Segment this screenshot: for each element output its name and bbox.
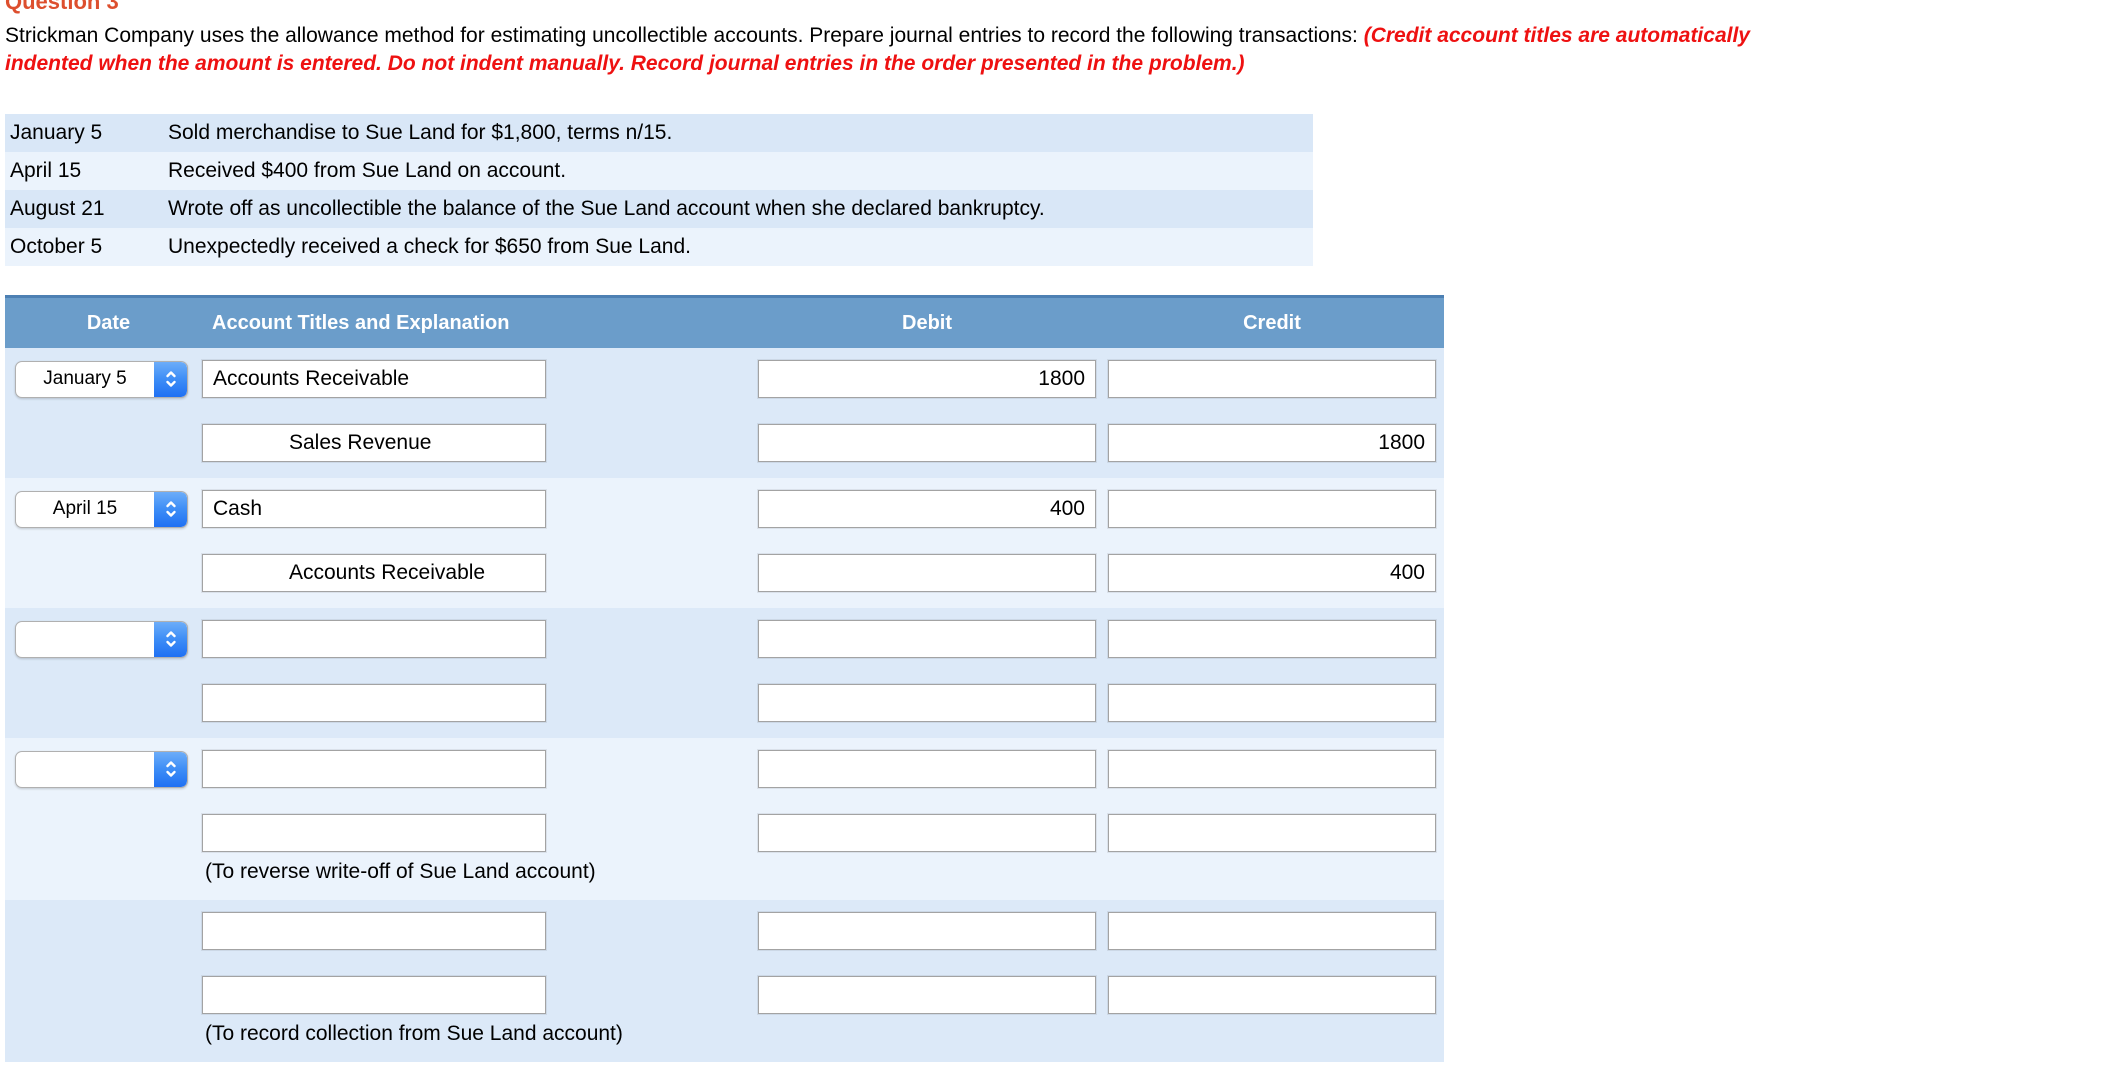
account-input[interactable]: [202, 976, 546, 1014]
header-date: Date: [86, 311, 131, 334]
debit-input[interactable]: [758, 424, 1096, 462]
account-input[interactable]: [202, 750, 546, 788]
debit-input[interactable]: [758, 976, 1096, 1014]
journal-entry: (To record collection from Sue Land acco…: [5, 900, 1444, 1062]
journal-line: April 15: [5, 490, 1444, 528]
transaction-row: August 21 Wrote off as uncollectible the…: [5, 190, 1313, 228]
select-stepper-icon: [154, 751, 187, 787]
account-input[interactable]: [202, 912, 546, 950]
transaction-row: April 15 Received $400 from Sue Land on …: [5, 152, 1313, 190]
journal-entry: January 5: [5, 348, 1444, 478]
account-input[interactable]: [202, 554, 546, 592]
problem-instruction: (Credit account titles are automatically…: [5, 24, 1750, 75]
account-input[interactable]: [202, 360, 546, 398]
journal-line: [5, 424, 1444, 462]
transaction-description: Unexpectedly received a check for $650 f…: [168, 235, 691, 258]
journal-line: [5, 684, 1444, 722]
journal-header-row: Date Account Titles and Explanation Debi…: [5, 295, 1444, 348]
debit-input[interactable]: [758, 750, 1096, 788]
credit-input[interactable]: [1108, 976, 1436, 1014]
chevron-up-down-icon: [165, 761, 176, 777]
journal-line: [5, 750, 1444, 788]
header-account: Account Titles and Explanation: [212, 311, 510, 334]
header-debit: Debit: [902, 311, 952, 334]
journal-table: Date Account Titles and Explanation Debi…: [5, 295, 1444, 1062]
debit-input[interactable]: [758, 684, 1096, 722]
debit-input[interactable]: [758, 554, 1096, 592]
credit-input[interactable]: [1108, 814, 1436, 852]
debit-input[interactable]: [758, 490, 1096, 528]
account-input[interactable]: [202, 814, 546, 852]
select-stepper-icon: [154, 621, 187, 657]
transaction-list: January 5 Sold merchandise to Sue Land f…: [5, 114, 1313, 266]
date-select-value: April 15: [52, 498, 118, 519]
journal-line: [5, 554, 1444, 592]
journal-line: [5, 620, 1444, 658]
entry-explanation: (To reverse write-off of Sue Land accoun…: [205, 860, 596, 883]
chevron-up-down-icon: [165, 501, 176, 517]
journal-line: [5, 814, 1444, 852]
date-select-value: [16, 622, 154, 657]
date-select[interactable]: April 15: [15, 490, 188, 528]
header-credit: Credit: [1243, 311, 1301, 334]
select-stepper-icon: [154, 361, 187, 397]
credit-input[interactable]: [1108, 620, 1436, 658]
journal-entry: April 15: [5, 478, 1444, 608]
select-stepper-icon: [154, 491, 187, 527]
credit-input[interactable]: [1108, 360, 1436, 398]
date-select-value: [16, 752, 154, 787]
credit-input[interactable]: [1108, 554, 1436, 592]
date-select-value: January 5: [43, 368, 127, 389]
debit-input[interactable]: [758, 620, 1096, 658]
problem-text: Strickman Company uses the allowance met…: [5, 24, 1364, 47]
debit-input[interactable]: [758, 814, 1096, 852]
journal-entry: [5, 608, 1444, 738]
account-input[interactable]: [202, 424, 546, 462]
transaction-description: Sold merchandise to Sue Land for $1,800,…: [168, 121, 673, 144]
credit-input[interactable]: [1108, 424, 1436, 462]
journal-body: January 5: [5, 348, 1444, 1062]
transaction-date: October 5: [10, 235, 103, 258]
chevron-up-down-icon: [165, 631, 176, 647]
account-input[interactable]: [202, 490, 546, 528]
account-input[interactable]: [202, 684, 546, 722]
credit-input[interactable]: [1108, 912, 1436, 950]
date-select[interactable]: [15, 750, 188, 788]
transaction-description: Wrote off as uncollectible the balance o…: [168, 197, 1045, 220]
journal-entry: (To reverse write-off of Sue Land accoun…: [5, 738, 1444, 900]
account-input[interactable]: [202, 620, 546, 658]
credit-input[interactable]: [1108, 750, 1436, 788]
journal-line: [5, 976, 1444, 1014]
transaction-row: October 5 Unexpectedly received a check …: [5, 228, 1313, 266]
chevron-up-down-icon: [165, 371, 176, 387]
transaction-row: January 5 Sold merchandise to Sue Land f…: [5, 114, 1313, 152]
problem-statement: Strickman Company uses the allowance met…: [5, 22, 1815, 78]
debit-input[interactable]: [758, 360, 1096, 398]
debit-input[interactable]: [758, 912, 1096, 950]
transaction-date: April 15: [10, 159, 82, 182]
question-title: Question 3: [5, 0, 119, 14]
credit-input[interactable]: [1108, 490, 1436, 528]
transaction-date: August 21: [10, 197, 105, 220]
transaction-description: Received $400 from Sue Land on account.: [168, 159, 567, 182]
entry-explanation: (To record collection from Sue Land acco…: [205, 1022, 623, 1045]
date-select[interactable]: January 5: [15, 360, 188, 398]
date-select[interactable]: [15, 620, 188, 658]
journal-line: [5, 912, 1444, 950]
credit-input[interactable]: [1108, 684, 1436, 722]
journal-line: January 5: [5, 360, 1444, 398]
transaction-date: January 5: [10, 121, 103, 144]
